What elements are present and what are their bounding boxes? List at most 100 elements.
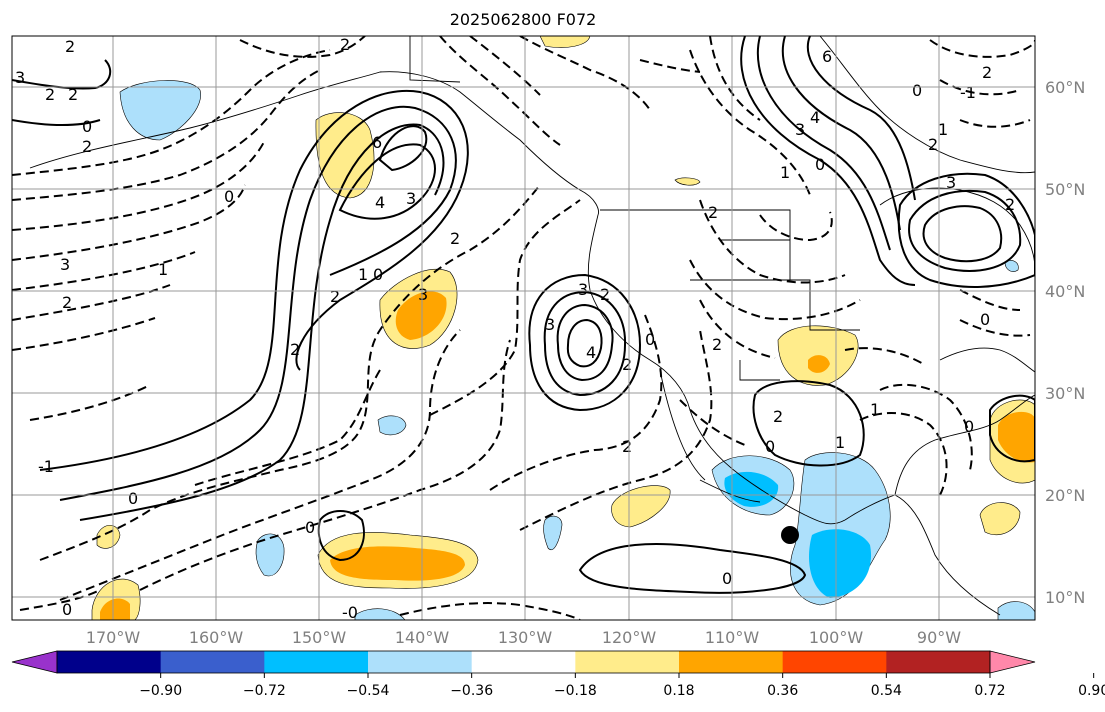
contour-label: -1 [38,457,54,476]
positive-anomaly-baja [611,485,671,528]
colorbar-segment [575,651,680,673]
contour-label: 0 [305,518,315,537]
contour-label: 3 [406,189,416,208]
negative-anomaly-alaska [119,80,201,141]
negative-anomaly-small-2 [377,415,407,436]
positive-anomaly-small-west [96,524,121,549]
colorbar-extend-high [989,650,1036,674]
colorbar-extend-low [11,650,58,674]
contour-label: 2 [45,85,55,104]
contour-label: 2 [600,285,610,304]
colorbar-segment [368,651,473,673]
contour-label: 2 [928,135,938,154]
colorbar-segment [886,651,991,673]
contour-label: 1 [870,400,880,419]
colorbar-segment [160,651,265,673]
contour-label: 3 [578,280,588,299]
colorbar-label: −0.90 [139,683,182,699]
contour-label: 0 [815,155,825,174]
colorbar-label: 0.36 [767,683,798,699]
contours-solid [12,36,1035,594]
contour-label: -1 [960,83,976,102]
coastlines [29,36,1035,616]
contour-label: 4 [810,108,820,127]
longitude-label: 110°W [705,628,760,647]
colorbar-label: −0.54 [347,683,390,699]
contour-label: 3 [15,68,25,87]
contour-label: 0 [980,310,990,329]
longitude-label: 120°W [602,628,657,647]
colorbar-segment [679,651,784,673]
contour-label: 1 [938,120,948,139]
longitude-label: 140°W [395,628,450,647]
map-title: 2025062800 F072 [449,10,597,29]
longitude-label: 100°W [809,628,864,647]
negative-anomaly-small-1 [255,533,285,577]
contour-label: 0 [722,569,732,588]
contour-label: 2 [622,437,632,456]
latitude-label: 30°N [1045,384,1085,403]
colorbar-segment [57,651,162,673]
colorbar-label: 0.18 [663,683,694,699]
positive-anomaly-tropical-pacific-core [330,546,465,581]
colorbar-label: 0.90 [1078,683,1105,699]
contour-label: 0 [224,187,234,206]
colorbar-segment [471,651,576,673]
contour-label: 0 [964,417,974,436]
colorbar-label: −0.36 [450,683,493,699]
longitude-label: 90°W [917,628,961,647]
contour-label: 2 [773,407,783,426]
colorbar-frame [56,650,991,674]
contour-label: -0 [342,603,358,622]
longitude-label: 150°W [292,628,347,647]
contour-label: 2 [290,340,300,359]
contour-label: 2 [68,85,78,104]
positive-anomaly-southeast-core [998,411,1035,463]
latitude-label: 20°N [1045,486,1085,505]
storm-marker [781,526,799,544]
longitude-label: 130°W [498,628,553,647]
contour-label: 0 [912,81,922,100]
negative-anomaly-small-3 [543,515,563,550]
contour-label: 2 [340,35,350,54]
positive-anomaly-caribbean-edge [979,502,1021,536]
contour-label: 2 [1005,195,1015,214]
contour-label: 4 [586,343,596,362]
contour-label: 2 [622,355,632,374]
contour-label: 3 [418,285,428,304]
contour-label: 2 [450,229,460,248]
latitude-label: 60°N [1045,78,1085,97]
positive-anomaly-sw-edge-core [100,598,130,620]
gridlines [12,36,1035,620]
contour-label: 6 [822,47,832,66]
contour-label: 1 [835,433,845,452]
colorbar-segment [264,651,369,673]
contour-label: 0 [645,330,655,349]
colorbar-segment [782,651,887,673]
contour-label: 0 [62,600,72,619]
positive-anomaly-ne-pacific-core [395,291,447,340]
contour-label: 0 [373,265,383,284]
map-border [11,35,1036,621]
contour-label: 3 [60,255,70,274]
contour-label: 2 [708,203,718,222]
latitude-label: 10°N [1045,588,1085,607]
colorbar: −0.90 −0.72 −0.54 −0.36 −0.18 0.18 0.36 0.54 0.7… [11,650,1105,699]
contour-label: 3 [795,120,805,139]
colorbar-label: −0.72 [243,683,286,699]
negative-anomaly-south-edge [354,608,406,620]
contour-label: 1 [358,265,368,284]
contour-label: 1 [780,163,790,182]
contour-label: 3 [545,315,555,334]
contour-label: 0 [765,437,775,456]
contour-label: 2 [65,37,75,56]
contour-labels: 3 2 2 -1 0 2 2 0 3 2 1 6 4 3 2 1 0 3 2 2… [15,35,1015,622]
contour-label: 2 [982,63,992,82]
contour-label: 2 [62,293,72,312]
contours-dashed [12,36,1035,620]
contour-label: 2 [330,287,340,306]
contour-label: 3 [946,173,956,192]
longitude-labels: 170°W 160°W 150°W 140°W 130°W 120°W 110°W 100°W… [86,628,961,647]
contour-label: 4 [375,193,385,212]
